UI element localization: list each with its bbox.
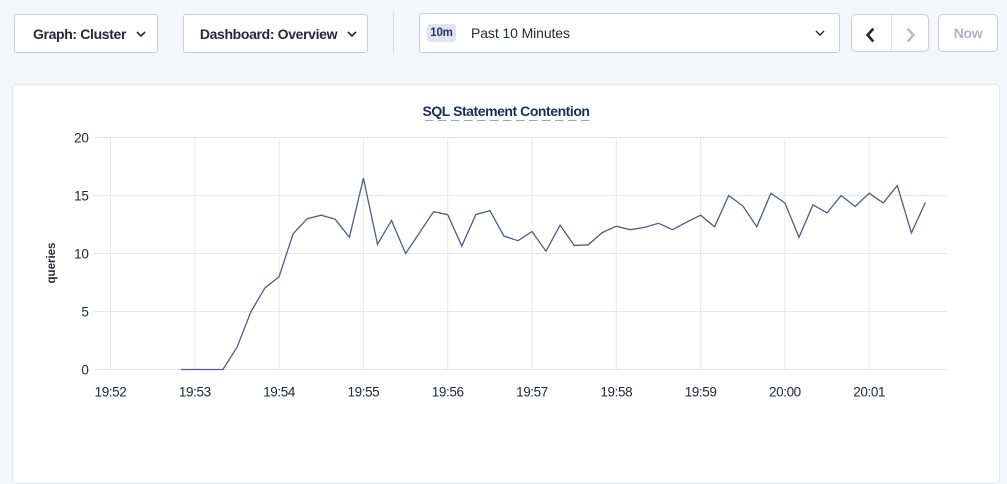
- svg-text:19:58: 19:58: [600, 385, 632, 400]
- svg-text:19:57: 19:57: [516, 385, 548, 400]
- svg-text:20:00: 20:00: [769, 385, 801, 400]
- svg-text:0: 0: [81, 362, 88, 377]
- svg-text:19:56: 19:56: [432, 385, 464, 400]
- svg-text:10: 10: [74, 246, 88, 261]
- svg-text:19:52: 19:52: [95, 385, 127, 400]
- svg-text:19:54: 19:54: [263, 385, 296, 400]
- svg-text:20:01: 20:01: [853, 385, 885, 400]
- svg-text:queries: queries: [46, 243, 58, 284]
- svg-text:19:53: 19:53: [179, 385, 211, 400]
- svg-text:15: 15: [74, 188, 88, 203]
- svg-text:19:55: 19:55: [348, 385, 380, 400]
- svg-text:19:59: 19:59: [685, 385, 717, 400]
- svg-text:5: 5: [81, 304, 88, 319]
- svg-text:20: 20: [74, 130, 88, 145]
